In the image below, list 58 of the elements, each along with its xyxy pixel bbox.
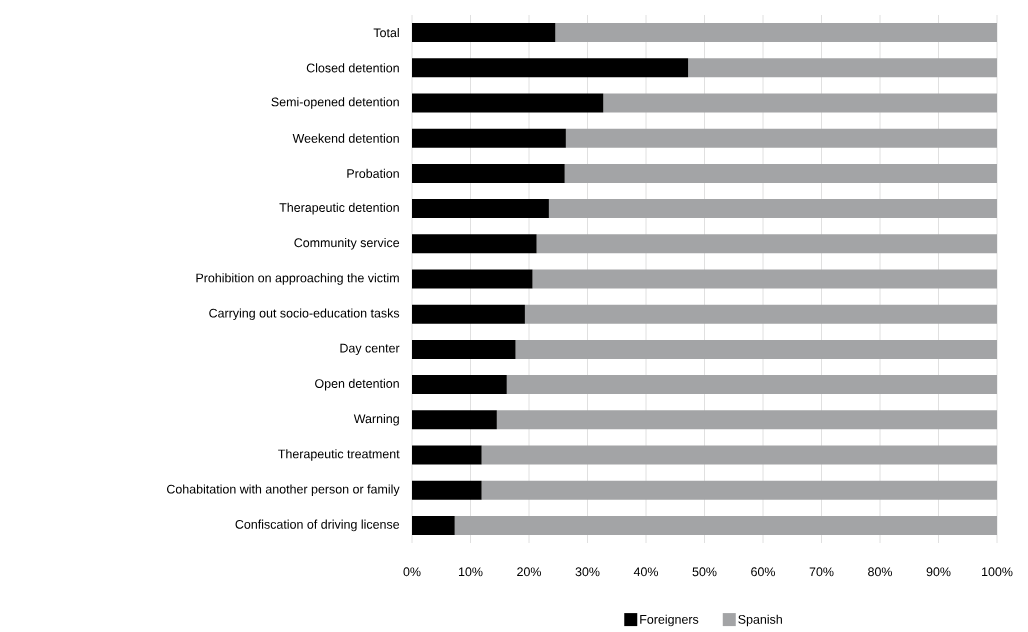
bar	[412, 58, 689, 78]
y-tick-label: Total	[373, 28, 399, 38]
x-tick-label: 0%	[403, 567, 421, 577]
bar	[603, 93, 998, 113]
y-tick-label: Day center	[340, 343, 400, 355]
bar	[412, 339, 516, 359]
bar	[532, 269, 998, 289]
x-tick-label: 100%	[982, 567, 1013, 577]
x-tick-label: 50%	[692, 567, 717, 577]
y-tick-label: Prohibition on approaching the victim	[196, 273, 399, 285]
legend-label: Spanish	[738, 614, 782, 627]
x-tick-label: 20%	[517, 567, 542, 577]
y-tick-label: Probation	[347, 168, 399, 178]
y-tick-label: Therapeutic detention	[279, 202, 399, 215]
y-tick-label: Weekend detention	[292, 133, 399, 143]
bar	[412, 163, 565, 183]
y-tick-label: Warning	[353, 413, 399, 426]
bar	[506, 375, 998, 395]
y-tick-label: Confiscation of driving license	[235, 519, 400, 532]
bar	[565, 128, 998, 148]
bar	[515, 339, 998, 359]
y-tick-label: Closed detention	[306, 63, 399, 73]
bar	[412, 199, 549, 219]
x-tick-label: 80%	[868, 567, 893, 577]
x-tick-label: 70%	[809, 567, 834, 577]
bar	[548, 199, 998, 219]
bar	[412, 234, 537, 254]
bar	[412, 445, 482, 465]
bar	[412, 23, 556, 43]
bar	[412, 480, 482, 500]
y-tick-label: Open detention	[315, 378, 399, 391]
bar	[481, 445, 998, 465]
bar	[496, 410, 998, 430]
bar	[481, 480, 998, 500]
bar	[412, 269, 533, 289]
x-tick-label: 10%	[458, 567, 483, 577]
bar	[454, 515, 998, 535]
bar	[412, 375, 507, 395]
bar	[412, 515, 455, 535]
bar	[536, 234, 998, 254]
bar	[412, 304, 525, 324]
x-tick-label: 90%	[926, 567, 951, 577]
bar	[412, 93, 604, 113]
bar	[564, 163, 998, 183]
y-tick-label: Semi-opened detention	[271, 97, 399, 109]
x-tick-label: 60%	[751, 567, 776, 577]
bar	[688, 58, 998, 78]
y-tick-label: Cohabitation with another person or family	[166, 484, 400, 496]
bar	[524, 304, 998, 324]
y-tick-label: Carrying out socio-education tasks	[209, 308, 400, 320]
y-tick-label: Therapeutic treatment	[278, 449, 400, 461]
y-tick-label: Community service	[294, 237, 400, 250]
legend-label: Foreigners	[640, 614, 699, 627]
bar	[555, 23, 998, 43]
bar	[412, 410, 497, 430]
bar	[412, 128, 566, 148]
x-tick-label: 30%	[575, 567, 600, 577]
x-tick-label: 40%	[633, 567, 659, 577]
